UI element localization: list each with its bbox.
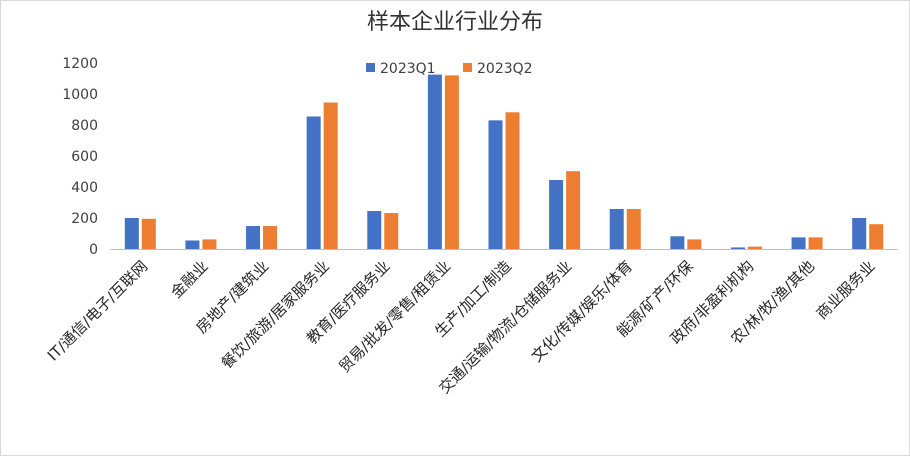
- bar-2023Q2-3: [323, 102, 338, 250]
- bar-2023Q1-5: [427, 74, 442, 249]
- bar-2023Q1-7: [549, 180, 564, 249]
- bar-2023Q2-7: [566, 171, 581, 249]
- y-tick-label: 600: [71, 149, 98, 165]
- bar-2023Q1-0: [124, 218, 139, 249]
- x-tick-label: IT/通信/电子/互联网: [44, 257, 151, 364]
- bar-2023Q2-10: [747, 246, 762, 249]
- legend-label: 2023Q2: [477, 61, 533, 77]
- bar-2023Q1-1: [185, 240, 200, 249]
- bar-2023Q2-0: [141, 218, 156, 249]
- x-axis: IT/通信/电子/互联网 金融业房地产/建筑业餐饮/旅游/居家服务业教育/医疗服务…: [44, 249, 898, 397]
- bar-2023Q1-11: [791, 237, 806, 249]
- bar-2023Q1-8: [609, 209, 624, 249]
- bar-2023Q1-9: [670, 236, 685, 249]
- bar-2023Q1-4: [367, 211, 382, 249]
- x-tick-label: 文化/传媒/娱乐/体育: [528, 257, 636, 365]
- legend-swatch-2023Q2: [463, 63, 472, 72]
- bar-2023Q2-9: [687, 239, 702, 249]
- bar-2023Q1-12: [852, 218, 867, 249]
- bar-2023Q2-11: [808, 237, 823, 249]
- legend-swatch-2023Q1: [366, 63, 375, 72]
- bar-2023Q2-8: [626, 209, 641, 249]
- bar-2023Q2-2: [263, 226, 278, 249]
- y-tick-label: 800: [71, 118, 98, 134]
- chart-title: 样本企业行业分布: [367, 10, 543, 35]
- legend-label: 2023Q1: [380, 61, 436, 77]
- y-tick-label: 1200: [62, 56, 98, 72]
- bar-2023Q2-5: [444, 75, 459, 250]
- y-axis: 0 200 400 600 800 1000 1200: [62, 56, 98, 258]
- x-tick-label: 金融业: [167, 257, 212, 302]
- x-tick-label: 商业服务业: [813, 257, 879, 323]
- bar-2023Q1-6: [488, 120, 503, 249]
- legend: 2023Q1 2023Q2: [366, 61, 533, 77]
- bar-2023Q1-3: [306, 116, 321, 249]
- y-tick-label: 1000: [62, 87, 98, 103]
- bar-2023Q2-12: [869, 224, 884, 249]
- y-tick-label: 200: [71, 211, 98, 227]
- x-tick-label: 贸易/批发/零售/租赁业: [335, 257, 454, 376]
- y-tick-label: 400: [71, 180, 98, 196]
- bar-2023Q2-1: [202, 239, 217, 249]
- bar-2023Q1-2: [246, 226, 261, 249]
- bar-2023Q2-4: [384, 213, 399, 249]
- bar-2023Q2-6: [505, 112, 520, 249]
- bars: [124, 74, 884, 250]
- bar-2023Q1-10: [730, 247, 745, 249]
- x-tick-label: 餐饮/旅游/居家服务业: [218, 257, 333, 372]
- y-tick-label: 0: [89, 242, 98, 258]
